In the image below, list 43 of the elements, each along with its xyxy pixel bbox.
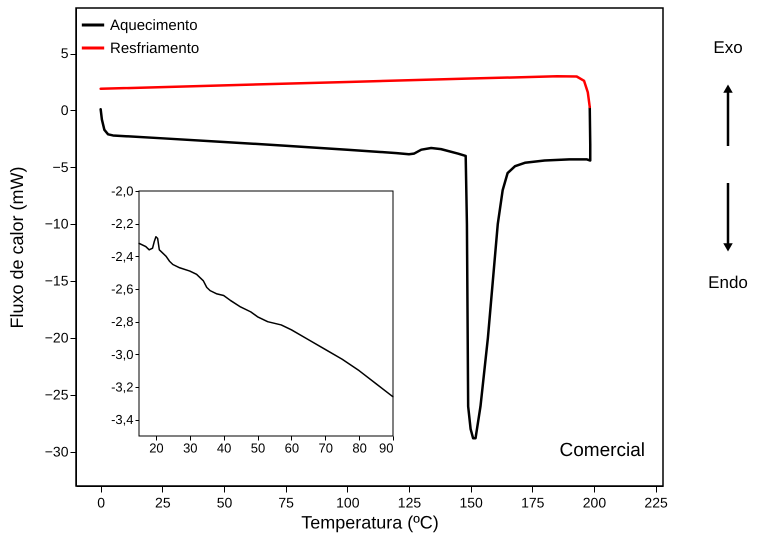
y-tick-label: -2,0: [111, 184, 134, 198]
x-tick-label: 50: [216, 494, 232, 510]
y-tick-label: −15: [44, 272, 69, 289]
text: Exo: [713, 38, 743, 57]
line-series: [99, 75, 591, 108]
x-tick-label: 225: [644, 494, 668, 510]
x-tick-label: 0: [97, 494, 106, 510]
x-tick-label: 25: [155, 494, 171, 510]
x-tick-label: 125: [398, 494, 422, 510]
x-tick-label: 175: [521, 494, 545, 510]
x-tick-label: 70: [318, 440, 333, 456]
text: Endo: [708, 273, 748, 292]
y-tick-label: -2,6: [111, 282, 134, 296]
y-tick-label: -2,8: [111, 314, 134, 330]
y-tick-label: -2,4: [111, 248, 134, 264]
x-tick-label: 50: [250, 440, 266, 456]
x-tick-label: 60: [284, 440, 300, 456]
x-tick-label: 80: [352, 440, 367, 456]
annotation: Comercial: [559, 440, 645, 461]
y-tick-label: -3,4: [111, 412, 134, 428]
x-tick-label: 90: [379, 440, 394, 456]
x-tick-label: 200: [582, 494, 606, 510]
y-tick-label: 0: [60, 102, 69, 118]
x-tick-label: 75: [278, 494, 294, 510]
y-tick-label: −30: [44, 443, 69, 460]
y-tick-label: 5: [60, 45, 69, 62]
legend-label: Aquecimento: [110, 17, 198, 34]
y-tick-label: -2,2: [111, 216, 134, 232]
y-tick-label: −5: [52, 158, 69, 175]
y-tick-label: −20: [44, 330, 69, 346]
legend-label: Resfriamento: [110, 40, 200, 57]
y-tick-label: −25: [44, 386, 69, 402]
x-tick-label: 100: [336, 494, 360, 510]
line-series: [99, 106, 592, 440]
x-tick-label: 40: [216, 440, 232, 456]
x-axis-title: Temperatura (ºC): [301, 512, 439, 532]
x-tick-label: 20: [149, 440, 164, 456]
y-tick-label: -3,2: [111, 380, 134, 394]
y-axis-title: Fluxo de calor (mW): [6, 166, 27, 329]
x-tick-label: 150: [459, 494, 484, 510]
y-tick-label: -3,0: [111, 346, 134, 362]
x-tick-label: 30: [183, 440, 198, 456]
y-tick-label: −10: [44, 216, 69, 232]
